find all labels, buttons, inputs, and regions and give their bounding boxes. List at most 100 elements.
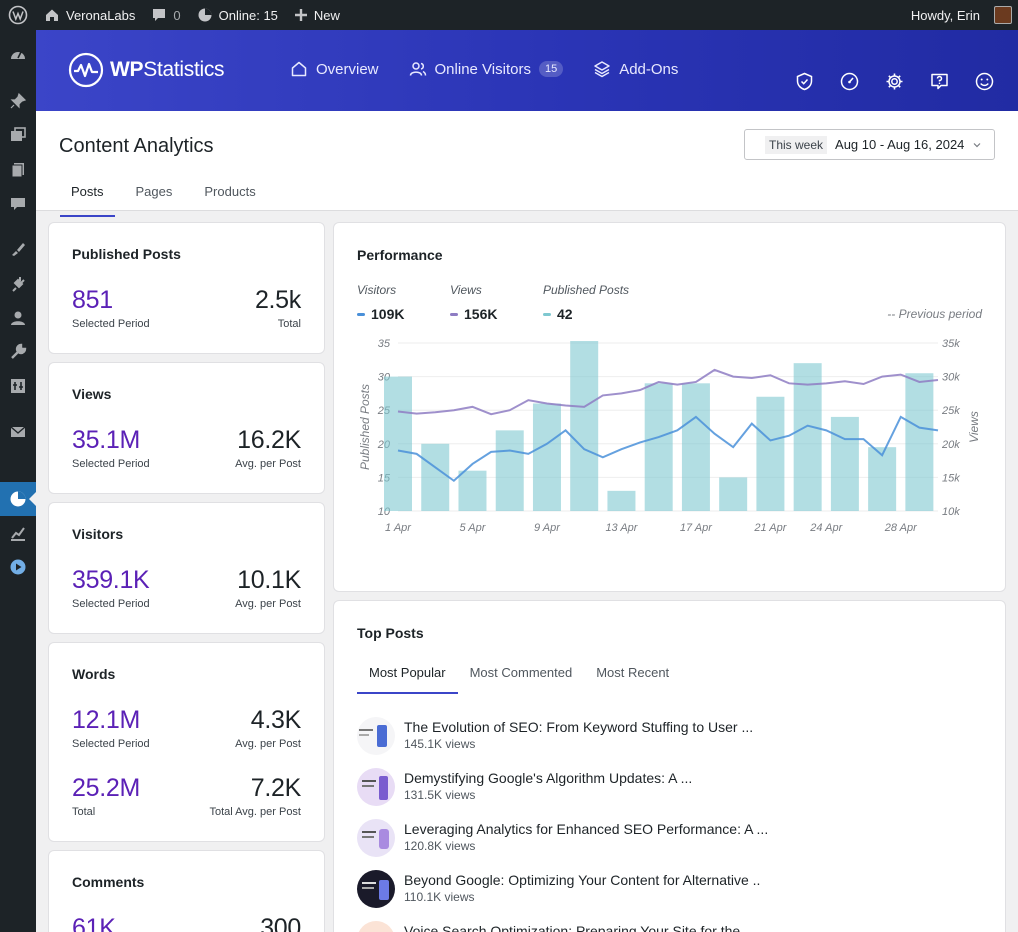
legend-visitors-name: Visitors: [357, 283, 397, 297]
logo-suffix: Statistics: [143, 58, 225, 81]
gauge-icon[interactable]: [840, 72, 859, 91]
mail-icon[interactable]: [8, 422, 28, 442]
home-icon: [46, 9, 58, 21]
plus-icon: [294, 9, 307, 21]
tools-icon[interactable]: [8, 342, 28, 362]
settings-icon[interactable]: [8, 376, 28, 396]
y2-tick-label: 20k: [941, 439, 960, 451]
post-thumbnail: [357, 768, 395, 806]
statistics-icon[interactable]: [8, 489, 28, 509]
users-icon[interactable]: [8, 308, 28, 328]
comment-icon: [153, 9, 166, 21]
posts-bar: [421, 443, 450, 511]
views-card: Views 35.1M Selected Period 16.2K Avg. p…: [48, 362, 325, 494]
smiley-icon[interactable]: [975, 72, 994, 91]
tab-most-commented[interactable]: Most Commented: [469, 665, 573, 680]
header-icon-group: [795, 72, 994, 91]
analytics-icon[interactable]: [8, 523, 28, 543]
posts-bar: [793, 363, 822, 511]
top-post-item[interactable]: Voice Search Optimization: Preparing You…: [357, 921, 997, 932]
legend-posts-swatch: [543, 312, 551, 316]
online-link[interactable]: Online: 15: [189, 0, 286, 30]
date-range-value: Aug 10 - Aug 16, 2024: [835, 137, 965, 152]
tab-products[interactable]: Products: [204, 184, 256, 199]
total-label: Total: [277, 318, 301, 330]
legend-published-posts[interactable]: Published Posts 42: [543, 283, 629, 322]
media-icon[interactable]: [8, 125, 28, 145]
y2-tick-label: 15k: [942, 472, 960, 484]
words-card: Words 12.1M Selected Period 4.3K Avg. pe…: [48, 642, 325, 842]
tab-most-recent[interactable]: Most Recent: [596, 665, 670, 680]
pin-icon[interactable]: [8, 91, 28, 111]
performance-title: Performance: [357, 247, 443, 263]
post-thumbnail: [357, 717, 395, 755]
shield-check-icon[interactable]: [795, 72, 814, 91]
top-post-item[interactable]: Demystifying Google's Algorithm Updates:…: [357, 768, 997, 816]
posts-bar: [384, 376, 412, 511]
play-icon[interactable]: [8, 557, 28, 577]
x-tick-label: 17 Apr: [680, 522, 713, 534]
tab-most-popular[interactable]: Most Popular: [357, 657, 458, 694]
previous-period-toggle[interactable]: -- Previous period: [887, 307, 982, 321]
comments-card: Comments 61K 300: [48, 850, 325, 932]
card-title: Words: [72, 666, 116, 682]
plugins-icon[interactable]: [8, 274, 28, 294]
help-icon[interactable]: [930, 72, 949, 91]
top-post-item[interactable]: The Evolution of SEO: From Keyword Stuff…: [357, 717, 997, 765]
posts-bar: [830, 416, 859, 511]
admin-menu: [0, 30, 36, 932]
nav-addons[interactable]: Add-Ons: [593, 60, 678, 78]
y-tick-label: 35: [378, 338, 391, 350]
nav-overview[interactable]: Overview: [290, 60, 379, 78]
nav-addons-label: Add-Ons: [619, 60, 679, 78]
performance-card: Performance Visitors 109K Views 156K Pub…: [333, 222, 1006, 592]
date-preset-label: This week: [765, 135, 828, 154]
legend-views[interactable]: Views 156K: [450, 283, 497, 322]
legend-views-swatch: [450, 312, 458, 316]
posts-bar: [607, 490, 636, 511]
card-title: Comments: [72, 874, 145, 890]
top-posts-card: Top Posts Most Popular Most Commented Mo…: [333, 600, 1006, 932]
x-tick-label: 13 Apr: [605, 522, 638, 534]
views-line: [397, 368, 939, 416]
nav-online-visitors[interactable]: Online Visitors 15: [409, 60, 564, 78]
new-content-link[interactable]: New: [286, 0, 348, 30]
top-post-item[interactable]: Leveraging Analytics for Enhanced SEO Pe…: [357, 819, 997, 867]
pages-icon[interactable]: [8, 160, 28, 180]
site-name-link[interactable]: VeronaLabs: [36, 0, 143, 30]
wordpress-logo-icon[interactable]: [0, 0, 36, 30]
legend-visitors-swatch: [357, 312, 365, 316]
tab-posts[interactable]: Posts: [60, 181, 115, 217]
total-avg-label: Total Avg. per Post: [209, 806, 301, 818]
selected-period-value: 851: [72, 286, 113, 314]
dashboard-icon[interactable]: [8, 45, 28, 65]
layers-icon: [594, 61, 610, 78]
my-account-link[interactable]: Howdy, Erin: [903, 0, 1018, 30]
post-views: 120.8K views: [404, 839, 476, 853]
legend-visitors[interactable]: Visitors 109K: [357, 283, 404, 322]
selected-period-label: Selected Period: [72, 738, 150, 750]
post-title: Leveraging Analytics for Enhanced SEO Pe…: [404, 821, 769, 837]
date-range-picker[interactable]: This week Aug 10 - Aug 16, 2024: [744, 129, 995, 160]
avg-per-post-value: 16.2K: [237, 426, 301, 454]
site-name: VeronaLabs: [66, 7, 136, 23]
top-posts-title: Top Posts: [357, 625, 424, 641]
page-header: Content Analytics Posts Pages Products T…: [36, 111, 1018, 217]
home-outline-icon: [291, 61, 307, 77]
wp-statistics-logo[interactable]: WPStatistics: [68, 52, 225, 88]
top-posts-tabs: Most Popular Most Commented Most Recent: [357, 657, 681, 694]
post-title: Voice Search Optimization: Preparing You…: [404, 923, 756, 932]
comments-count: 0: [173, 7, 181, 23]
tab-pages[interactable]: Pages: [135, 184, 173, 199]
comments-icon[interactable]: [8, 194, 28, 214]
post-title: The Evolution of SEO: From Keyword Stuff…: [404, 719, 754, 735]
gear-icon[interactable]: [885, 72, 904, 91]
content-tabs: Posts Pages Products: [60, 181, 277, 217]
y2-tick-label: 35k: [942, 338, 960, 350]
total-avg-value: 7.2K: [250, 774, 302, 802]
top-post-item[interactable]: Beyond Google: Optimizing Your Content f…: [357, 870, 997, 918]
appearance-icon[interactable]: [8, 239, 28, 259]
comments-link[interactable]: 0: [143, 0, 188, 30]
total-label: Total: [72, 806, 96, 818]
